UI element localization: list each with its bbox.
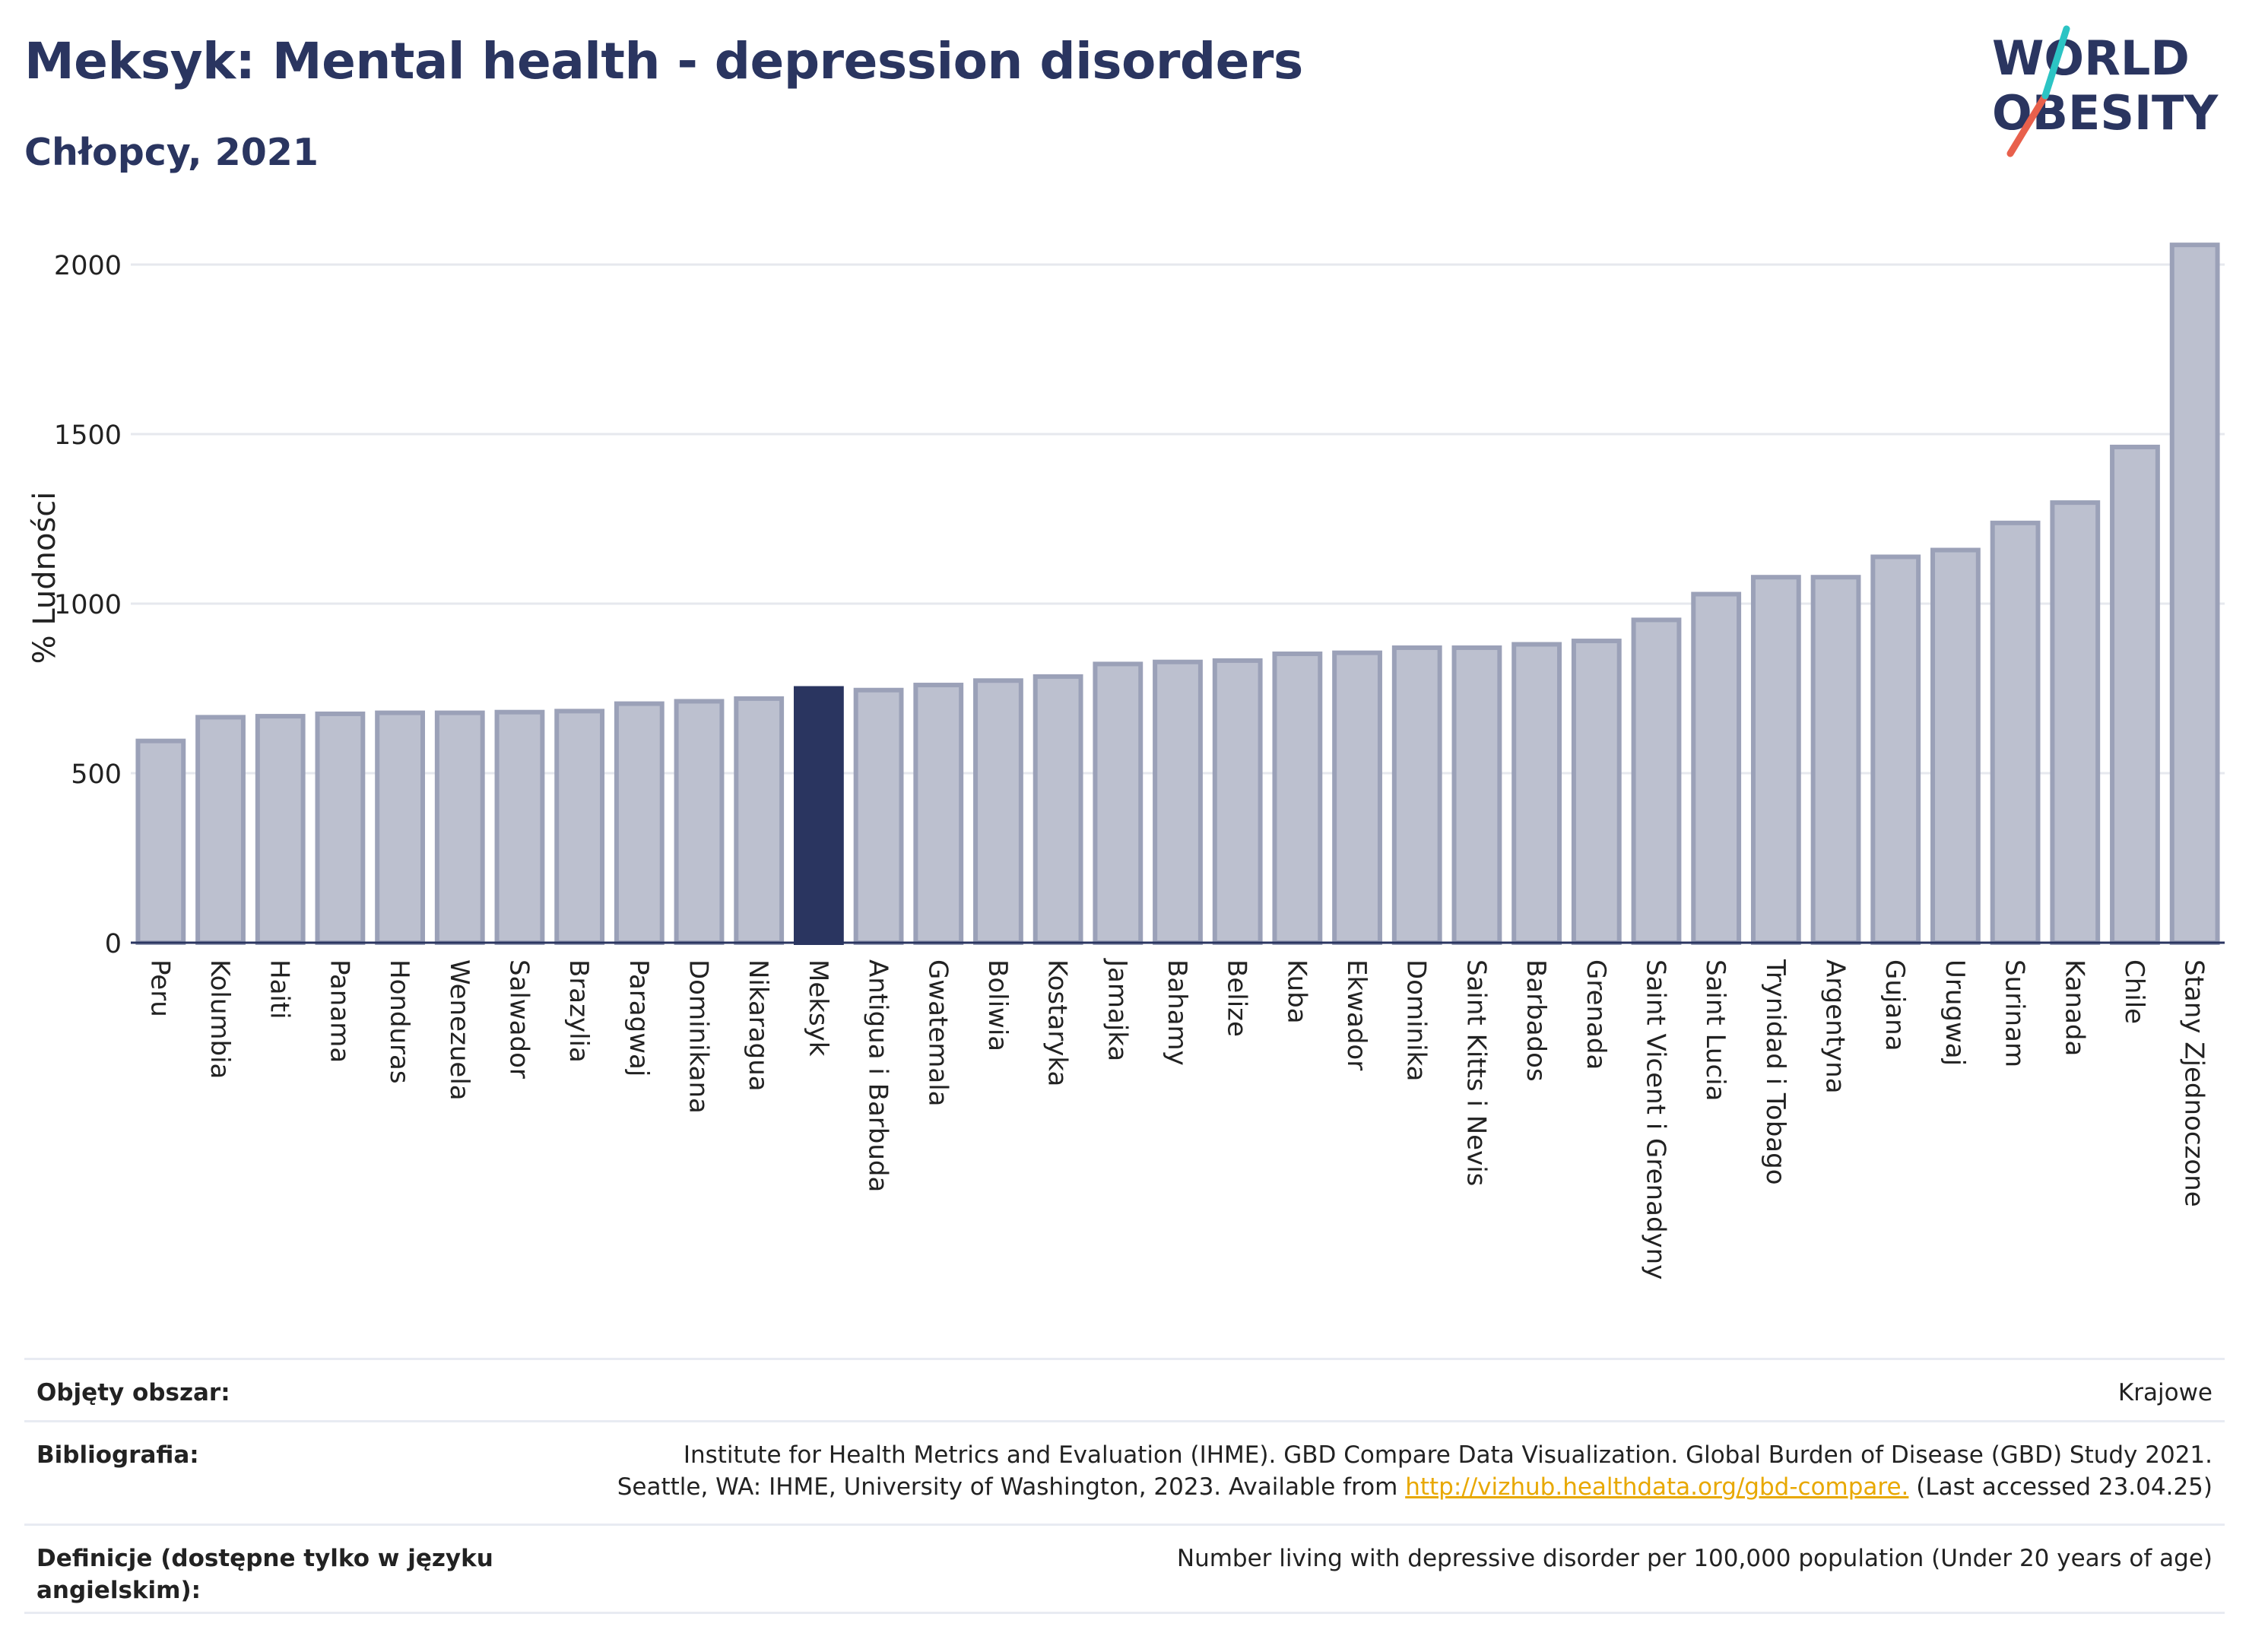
x-tick-label: Honduras <box>384 959 414 1084</box>
bar-barbados <box>1511 642 1562 946</box>
x-tick-label: Belize <box>1222 959 1252 1037</box>
y-tick-label: 0 <box>105 929 122 959</box>
x-tick-label: Urugwaj <box>1940 959 1970 1066</box>
bar-gwatemala <box>913 683 964 945</box>
x-tick-label: Antigua i Barbuda <box>863 959 893 1192</box>
bar-trynidad-i-tobago <box>1750 575 1801 945</box>
x-tick-label: Surinam <box>2000 959 2030 1067</box>
bar-bahamy <box>1153 659 1203 945</box>
x-tick-label: Chile <box>2119 959 2149 1024</box>
meta-row: Objęty obszar: Krajowe <box>24 1358 2225 1422</box>
page-title: Meksyk: Mental health - depression disor… <box>24 32 1303 90</box>
logo-line2: OBESITY <box>1992 85 2219 141</box>
meta-row: Bibliografia: Institute for Health Metric… <box>24 1420 2225 1526</box>
bar-brazylia <box>554 709 605 946</box>
bar-wenezuela <box>434 710 485 945</box>
x-tick-label: Bahamy <box>1162 959 1192 1066</box>
source-link[interactable]: http://vizhub.healthdata.org/gbd-compare… <box>1405 1473 1909 1501</box>
x-tick-label: Barbados <box>1521 959 1551 1082</box>
x-tick-label: Brazylia <box>563 959 594 1063</box>
x-tick-label: Argentyna <box>1820 959 1851 1094</box>
x-tick-label: Trynidad i Tobago <box>1760 959 1791 1185</box>
meta-value: Institute for Health Metrics and Evaluat… <box>617 1441 2213 1501</box>
x-tick-label: Dominika <box>1401 959 1432 1081</box>
x-tick-label: Nikaragua <box>743 959 773 1092</box>
x-tick-label: Saint Lucia <box>1700 959 1730 1101</box>
x-tick-label: Grenada <box>1581 959 1611 1070</box>
bar-surinam <box>1990 520 2041 945</box>
bar-dominika <box>1391 645 1442 945</box>
y-tick-label: 1500 <box>54 420 122 451</box>
x-tick-label: Saint Vicent i Grenadyny <box>1640 959 1670 1279</box>
x-tick-label: Kanada <box>2059 959 2089 1056</box>
bar-gujana <box>1870 554 1921 946</box>
meta-label: Bibliografia: <box>36 1441 199 1469</box>
x-tick-label: Salwador <box>503 959 534 1079</box>
x-tick-label: Boliwia <box>982 959 1013 1051</box>
bar-kolumbia <box>195 715 246 945</box>
x-tick-label: Saint Kitts i Nevis <box>1461 959 1491 1186</box>
bar-panama <box>315 711 366 945</box>
bar-saint-vicent-i-grenadyny <box>1631 617 1682 946</box>
page-subtitle: Chłopcy, 2021 <box>24 131 319 174</box>
x-tick-label: Meksyk <box>803 959 833 1057</box>
bar-boliwia <box>973 678 1023 945</box>
x-tick-label: Gujana <box>1879 959 1910 1051</box>
logo-slash-teal <box>2041 25 2070 100</box>
bar-argentyna <box>1810 575 1861 945</box>
x-tick-label: Gwatemala <box>922 959 953 1106</box>
y-tick-label: 2000 <box>54 251 122 281</box>
y-tick-label: 1000 <box>54 590 122 620</box>
meta-value: Number living with depressive disorder p… <box>1176 1545 2213 1572</box>
x-tick-label: Kuba <box>1281 959 1312 1024</box>
x-tick-label: Dominikana <box>684 959 714 1114</box>
meta-row: Definicje (dostępne tylko w języku angiel… <box>24 1524 2225 1614</box>
meta-value: Krajowe <box>2117 1379 2213 1406</box>
x-tick-label: Stany Zjednoczone <box>2179 959 2209 1207</box>
bar-chart: 0 500 1000 1500 2000 % Ludności Peru Kolumbia Ha… <box>27 243 2225 1279</box>
logo-line1: WORLD <box>1992 30 2190 86</box>
x-tick-label: Haiti <box>265 959 295 1019</box>
bar-jamajka <box>1093 661 1144 945</box>
x-tick-label: Panama <box>324 959 354 1063</box>
y-tick-label: 500 <box>71 759 122 790</box>
x-tick-label: Ekwador <box>1341 959 1372 1070</box>
y-axis-label: % Ludności <box>27 492 62 664</box>
meta-label: Objęty obszar: <box>36 1379 230 1406</box>
meta-label: Definicje (dostępne tylko w języku angiel… <box>36 1545 493 1604</box>
bar-dominikana <box>674 699 725 945</box>
x-tick-label: Peru <box>144 959 175 1017</box>
logo-slash-red <box>2006 92 2049 157</box>
meta-container: Objęty obszar: Krajowe Bibliografia: Instit… <box>24 0 2225 1652</box>
bar-kuba <box>1272 652 1323 945</box>
x-tick-label: Wenezuela <box>444 959 474 1101</box>
bar-saint-kitts-i-nevis <box>1451 645 1502 945</box>
x-tick-label: Paragwaj <box>623 959 654 1076</box>
meta-bottom-border <box>24 1612 2225 1614</box>
x-tick-label: Jamajka <box>1102 958 1132 1061</box>
bar-urugwaj <box>1930 547 1981 945</box>
x-tick-label: Kolumbia <box>205 959 235 1079</box>
world-obesity-logo: WORLD OBESITY <box>1992 25 2219 157</box>
bar-stany-zjednoczone <box>2169 243 2220 945</box>
x-tick-label: Kostaryka <box>1042 959 1073 1086</box>
